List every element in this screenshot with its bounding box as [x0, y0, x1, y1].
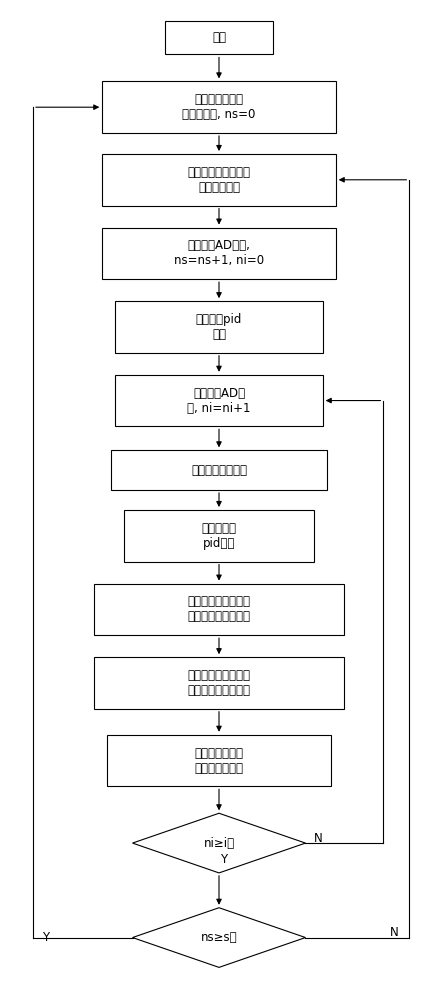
- Text: ni≥i？: ni≥i？: [203, 837, 235, 850]
- FancyBboxPatch shape: [111, 450, 327, 490]
- Text: 对舵面偏角给定信号
进行轨迹处理: 对舵面偏角给定信号 进行轨迹处理: [187, 166, 251, 194]
- Polygon shape: [133, 813, 305, 873]
- Text: ns≥s？: ns≥s？: [201, 931, 237, 944]
- Text: Y: Y: [220, 853, 227, 866]
- FancyBboxPatch shape: [165, 21, 273, 54]
- FancyBboxPatch shape: [124, 510, 314, 562]
- Text: 开始: 开始: [212, 31, 226, 44]
- FancyBboxPatch shape: [94, 584, 344, 635]
- Text: N: N: [390, 926, 399, 939]
- FancyBboxPatch shape: [102, 154, 336, 206]
- FancyBboxPatch shape: [102, 81, 336, 133]
- Polygon shape: [133, 908, 305, 967]
- Text: 对电流环输出进行处
理，形成占空比信号: 对电流环输出进行处 理，形成占空比信号: [187, 669, 251, 697]
- FancyBboxPatch shape: [106, 735, 332, 786]
- FancyBboxPatch shape: [115, 301, 323, 353]
- Text: N: N: [314, 832, 323, 845]
- Text: 将四路占空比信
号送给驱动模块: 将四路占空比信 号送给驱动模块: [194, 747, 244, 775]
- Text: 启动电流AD采
样, ni=ni+1: 启动电流AD采 样, ni=ni+1: [187, 387, 251, 415]
- Text: Y: Y: [42, 931, 49, 944]
- FancyBboxPatch shape: [94, 657, 344, 709]
- Text: 对电流环输出进行处
理，形成占空比信号: 对电流环输出进行处 理，形成占空比信号: [187, 595, 251, 623]
- FancyBboxPatch shape: [115, 375, 323, 426]
- Text: 启动故障保护模块: 启动故障保护模块: [191, 464, 247, 477]
- Text: 进行位置pid
运算: 进行位置pid 运算: [196, 313, 242, 341]
- Text: 获取四路舵面偏
角给定信号, ns=0: 获取四路舵面偏 角给定信号, ns=0: [182, 93, 256, 121]
- FancyBboxPatch shape: [102, 228, 336, 279]
- Text: 进行电流环
pid运算: 进行电流环 pid运算: [201, 522, 237, 550]
- Text: 启动位置AD采样,
ns=ns+1, ni=0: 启动位置AD采样, ns=ns+1, ni=0: [174, 239, 264, 267]
